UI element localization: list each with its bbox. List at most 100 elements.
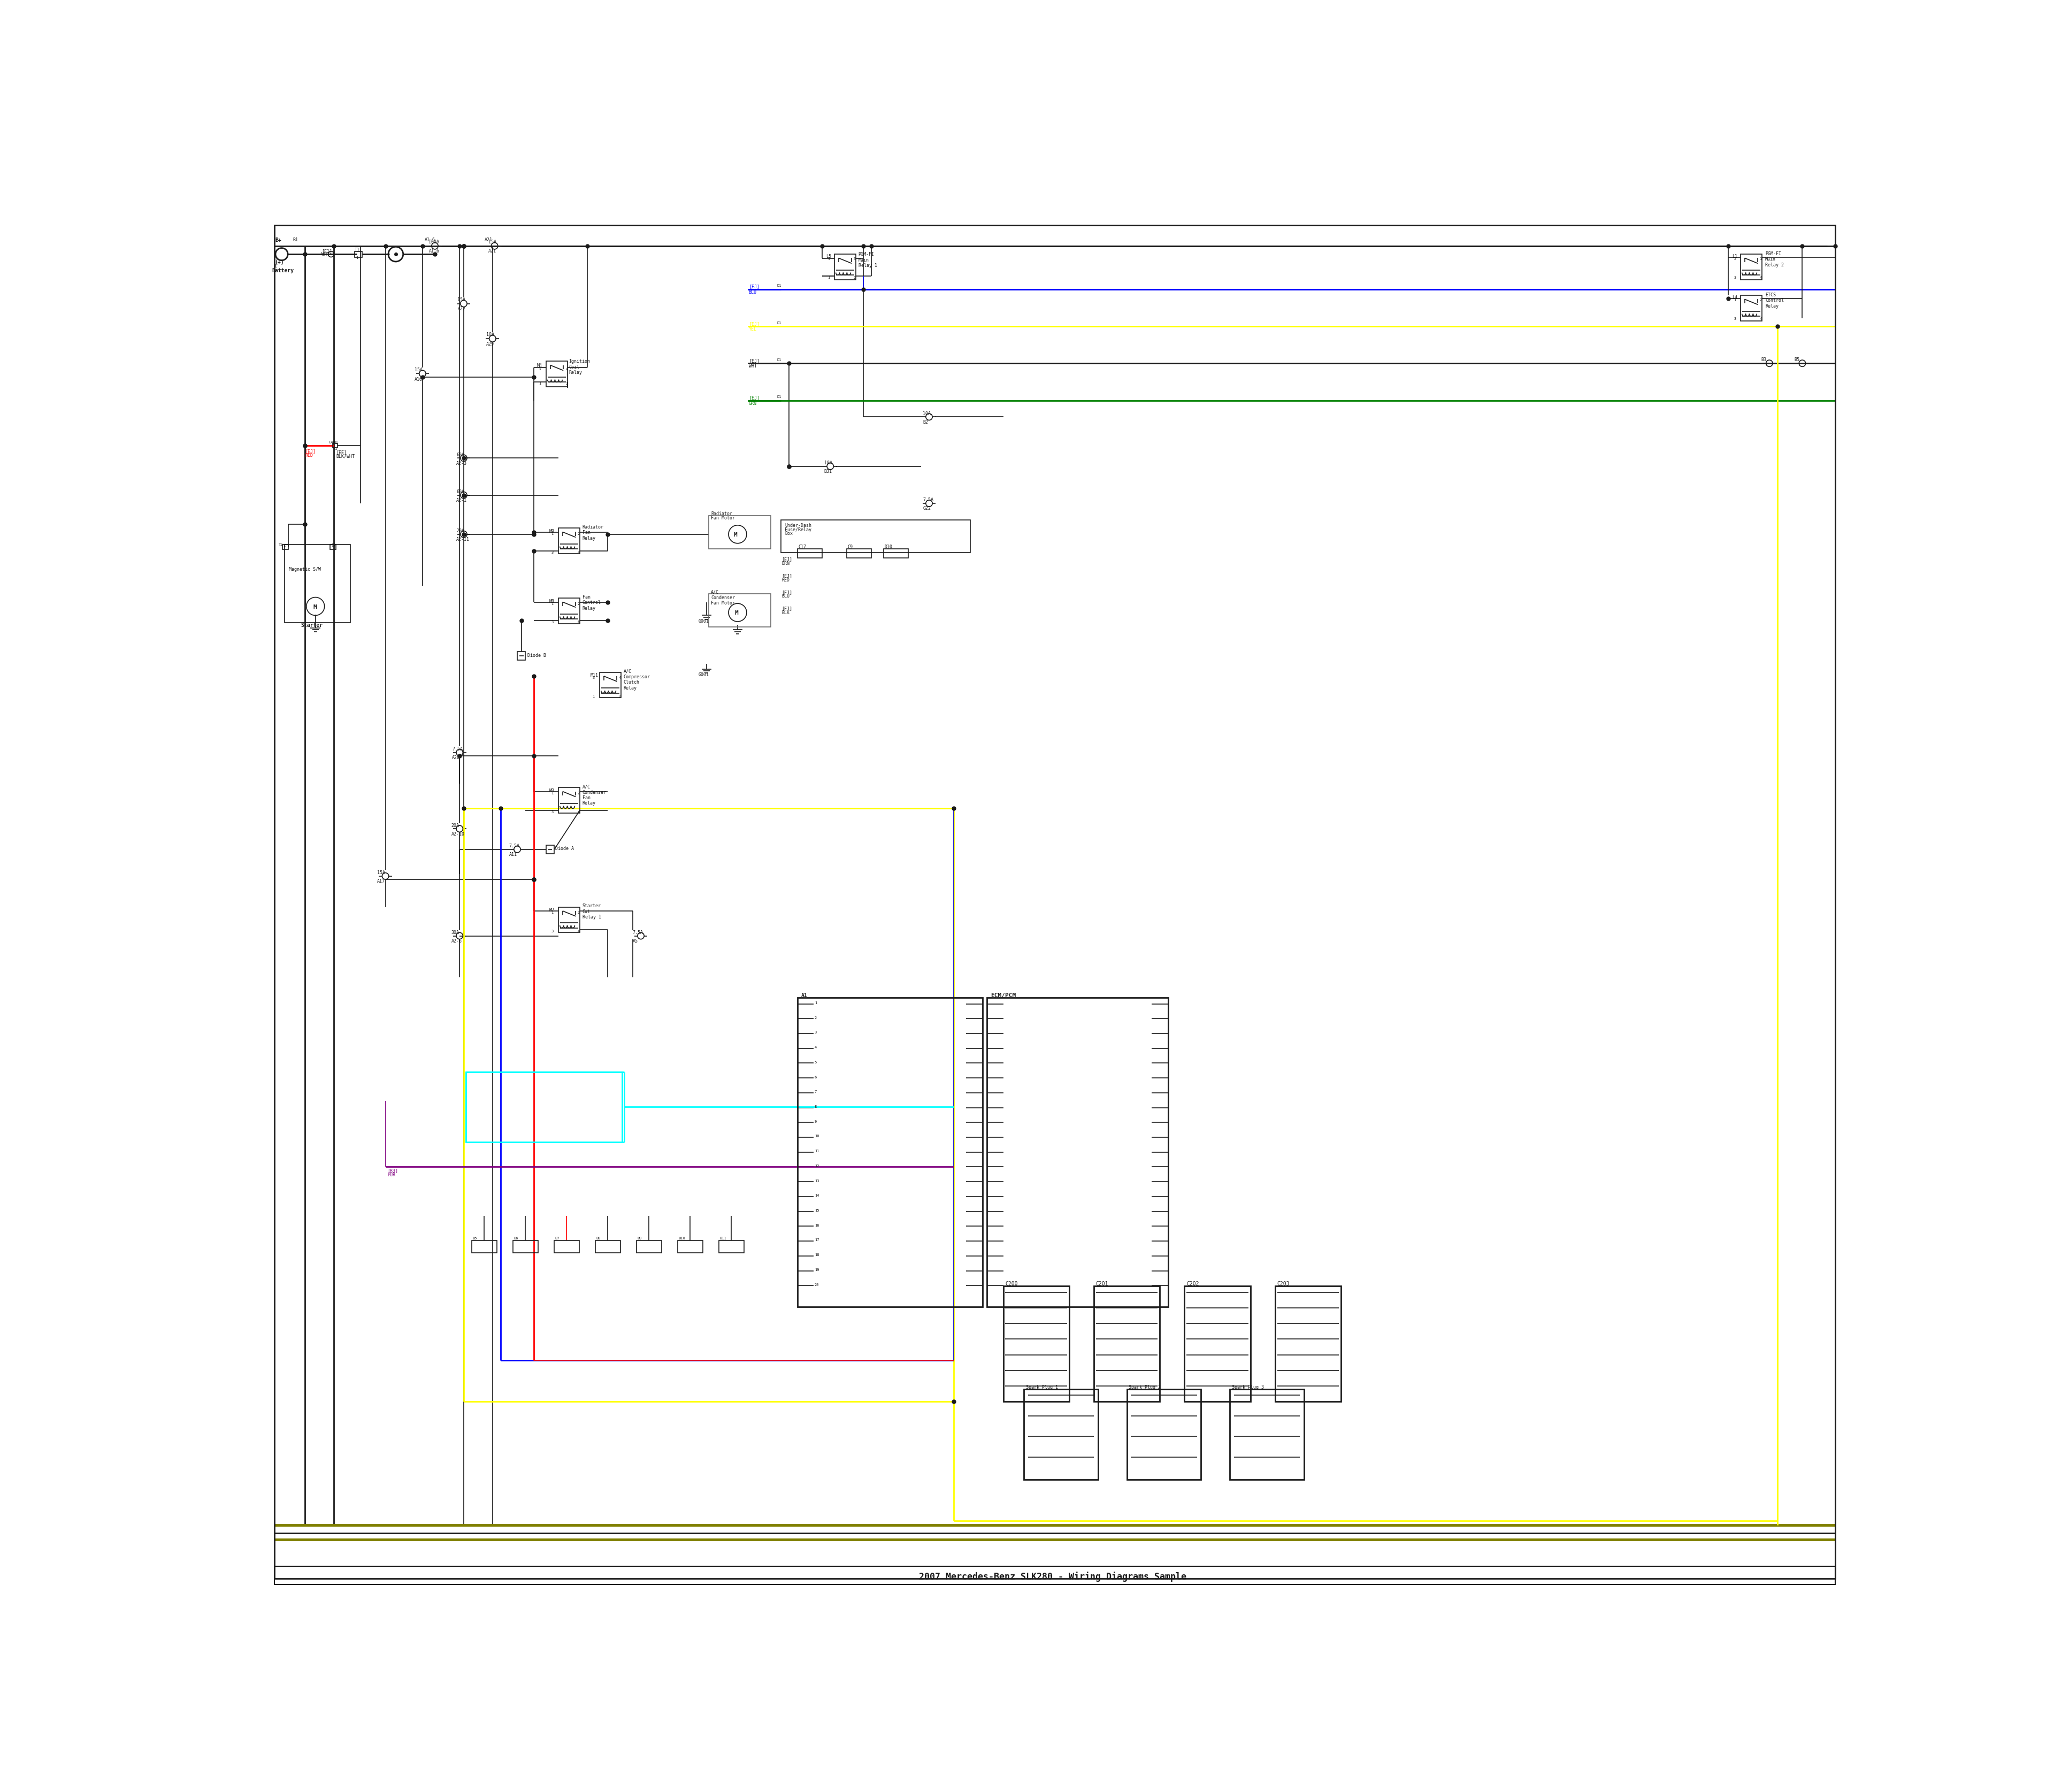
- Text: B31: B31: [824, 470, 832, 475]
- Bar: [559, 529, 579, 554]
- Bar: [797, 548, 822, 557]
- Bar: [275, 1566, 1834, 1584]
- Text: [EE]: [EE]: [337, 450, 347, 455]
- Text: PUR: PUR: [388, 1172, 396, 1177]
- Text: B1: B1: [294, 238, 298, 242]
- Text: B3: B3: [1760, 358, 1766, 362]
- Bar: [1230, 1389, 1304, 1480]
- Text: 3: 3: [550, 930, 553, 934]
- Text: M9: M9: [548, 529, 555, 534]
- Text: 4: 4: [828, 256, 830, 260]
- Text: BRN: BRN: [783, 561, 789, 566]
- Text: 3: 3: [538, 367, 540, 371]
- Text: C200: C200: [1004, 1281, 1019, 1287]
- Text: A21: A21: [485, 238, 493, 242]
- Bar: [1023, 1389, 1099, 1480]
- Text: T1: T1: [355, 247, 359, 253]
- Text: Fan
Control
Relay: Fan Control Relay: [583, 595, 602, 611]
- Bar: [1002, 1287, 1070, 1401]
- Bar: [596, 1240, 620, 1253]
- Text: G22: G22: [922, 507, 930, 511]
- Text: Under-Dash: Under-Dash: [785, 523, 811, 529]
- Text: M11: M11: [592, 674, 598, 677]
- Text: G001: G001: [698, 672, 709, 677]
- Text: 7.5A: 7.5A: [922, 498, 935, 502]
- Text: 10A: 10A: [922, 410, 930, 416]
- Bar: [559, 787, 579, 814]
- Text: A/C
Compressor
Clutch
Relay: A/C Compressor Clutch Relay: [624, 668, 651, 690]
- Text: A5: A5: [633, 939, 639, 944]
- Bar: [518, 652, 526, 659]
- Text: Spark Plug 1: Spark Plug 1: [1025, 1385, 1058, 1389]
- Text: Battery: Battery: [273, 267, 294, 272]
- Text: 4: 4: [1760, 276, 1762, 280]
- Text: WHT: WHT: [322, 253, 329, 256]
- Text: A1-6: A1-6: [429, 249, 440, 254]
- Bar: [637, 1240, 661, 1253]
- Bar: [286, 545, 351, 624]
- Text: D1: D1: [776, 285, 781, 287]
- Text: A/C
Condenser
Fan
Relay: A/C Condenser Fan Relay: [583, 785, 606, 806]
- Text: 7: 7: [815, 1090, 817, 1093]
- Text: RED: RED: [306, 453, 312, 459]
- Text: 2007 Mercedes-Benz SLK280 - Wiring Diagrams Sample: 2007 Mercedes-Benz SLK280 - Wiring Diagr…: [918, 1572, 1187, 1582]
- Text: 1: 1: [592, 695, 594, 699]
- Text: C17: C17: [799, 545, 805, 550]
- Bar: [883, 548, 908, 557]
- Text: 9: 9: [815, 1120, 817, 1124]
- Text: 7.5A: 7.5A: [509, 844, 520, 848]
- Bar: [1128, 1389, 1202, 1480]
- Bar: [986, 998, 1169, 1306]
- Text: BLK: BLK: [783, 611, 789, 615]
- Text: ECM/PCM: ECM/PCM: [990, 993, 1017, 998]
- Text: 60A: 60A: [456, 452, 464, 457]
- Text: I1: I1: [331, 543, 335, 547]
- Text: 7.5A: 7.5A: [633, 930, 643, 935]
- Bar: [781, 520, 969, 552]
- Bar: [1276, 1287, 1341, 1401]
- Text: 13: 13: [815, 1179, 820, 1183]
- Text: A17: A17: [378, 880, 386, 883]
- Bar: [1095, 1287, 1161, 1401]
- Text: 15A: 15A: [489, 240, 497, 244]
- Text: 1: 1: [815, 1002, 817, 1005]
- Text: L4: L4: [1732, 296, 1738, 301]
- Bar: [1185, 1287, 1251, 1401]
- Text: [B3]: [B3]: [388, 1168, 398, 1174]
- Text: M: M: [312, 604, 316, 609]
- Text: 8: 8: [815, 1106, 817, 1107]
- Text: B6: B6: [514, 1236, 518, 1240]
- Text: 4: 4: [565, 367, 569, 371]
- Text: Fuse/Relay: Fuse/Relay: [785, 527, 811, 532]
- Text: 15: 15: [815, 1210, 820, 1211]
- Text: A2-3: A2-3: [456, 461, 466, 466]
- Text: 3: 3: [550, 620, 553, 624]
- Text: A2-1: A2-1: [456, 498, 466, 504]
- Text: M: M: [733, 532, 737, 538]
- Text: 2: 2: [1760, 299, 1762, 301]
- Text: 19: 19: [815, 1269, 820, 1272]
- Text: [EJ]
YEL: [EJ] YEL: [750, 321, 760, 332]
- Text: Diode B: Diode B: [528, 652, 546, 658]
- Text: (+): (+): [275, 260, 283, 265]
- Text: Starter
Cut
Relay 1: Starter Cut Relay 1: [583, 903, 602, 919]
- Text: 2: 2: [618, 695, 620, 699]
- Bar: [719, 1240, 744, 1253]
- Text: L1: L1: [1732, 254, 1738, 260]
- Text: 10: 10: [815, 1134, 820, 1138]
- Text: C201: C201: [1097, 1281, 1109, 1287]
- Bar: [283, 545, 288, 550]
- Text: Spark Plug 3: Spark Plug 3: [1232, 1385, 1263, 1389]
- Text: 2: 2: [852, 276, 857, 280]
- Text: [E1]: [E1]: [322, 249, 333, 254]
- Text: Magnetic S/W: Magnetic S/W: [290, 568, 320, 572]
- Text: 6: 6: [815, 1075, 817, 1079]
- Text: 2: 2: [1734, 258, 1736, 260]
- Text: 1: 1: [538, 382, 540, 385]
- Text: 4: 4: [618, 676, 620, 679]
- Text: B11: B11: [719, 1236, 727, 1240]
- Text: 4: 4: [577, 810, 579, 814]
- Text: 11: 11: [815, 1150, 820, 1152]
- Bar: [466, 1072, 622, 1142]
- Bar: [546, 846, 555, 853]
